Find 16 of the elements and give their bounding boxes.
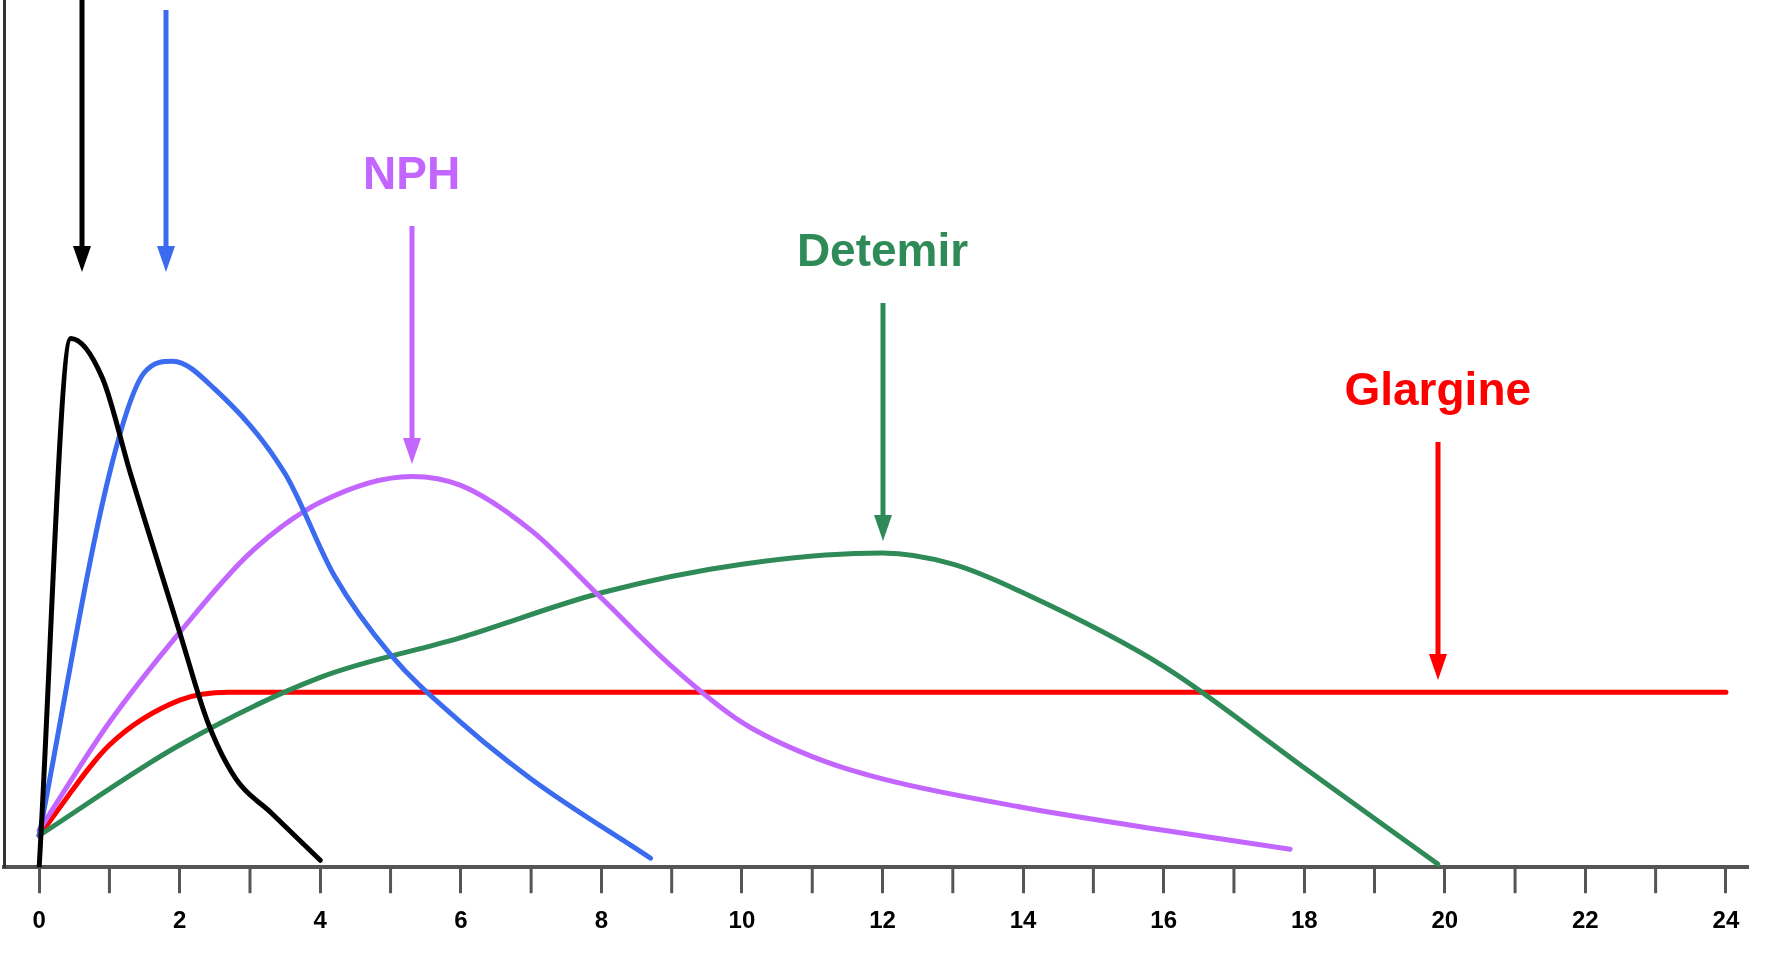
- x-tick-label: 18: [1290, 906, 1318, 934]
- x-tick-label: 24: [1712, 906, 1740, 934]
- x-tick-label: 0: [32, 906, 46, 934]
- text: Glargine: [1344, 362, 1532, 415]
- x-tick-label: 4: [313, 906, 328, 934]
- x-tick-label: 2: [173, 906, 187, 934]
- text: NPH: [363, 147, 461, 200]
- x-tick-label: 16: [1150, 906, 1178, 934]
- x-tick-label: 20: [1431, 906, 1459, 934]
- text: Detemir: [796, 223, 969, 276]
- x-tick-label: 14: [1009, 906, 1038, 934]
- x-tick-label: 10: [728, 906, 756, 934]
- x-tick-label: 22: [1572, 906, 1599, 934]
- x-tick-label: 12: [869, 906, 896, 934]
- x-tick-label: 8: [594, 906, 609, 934]
- x-tick-label: 6: [454, 906, 468, 934]
